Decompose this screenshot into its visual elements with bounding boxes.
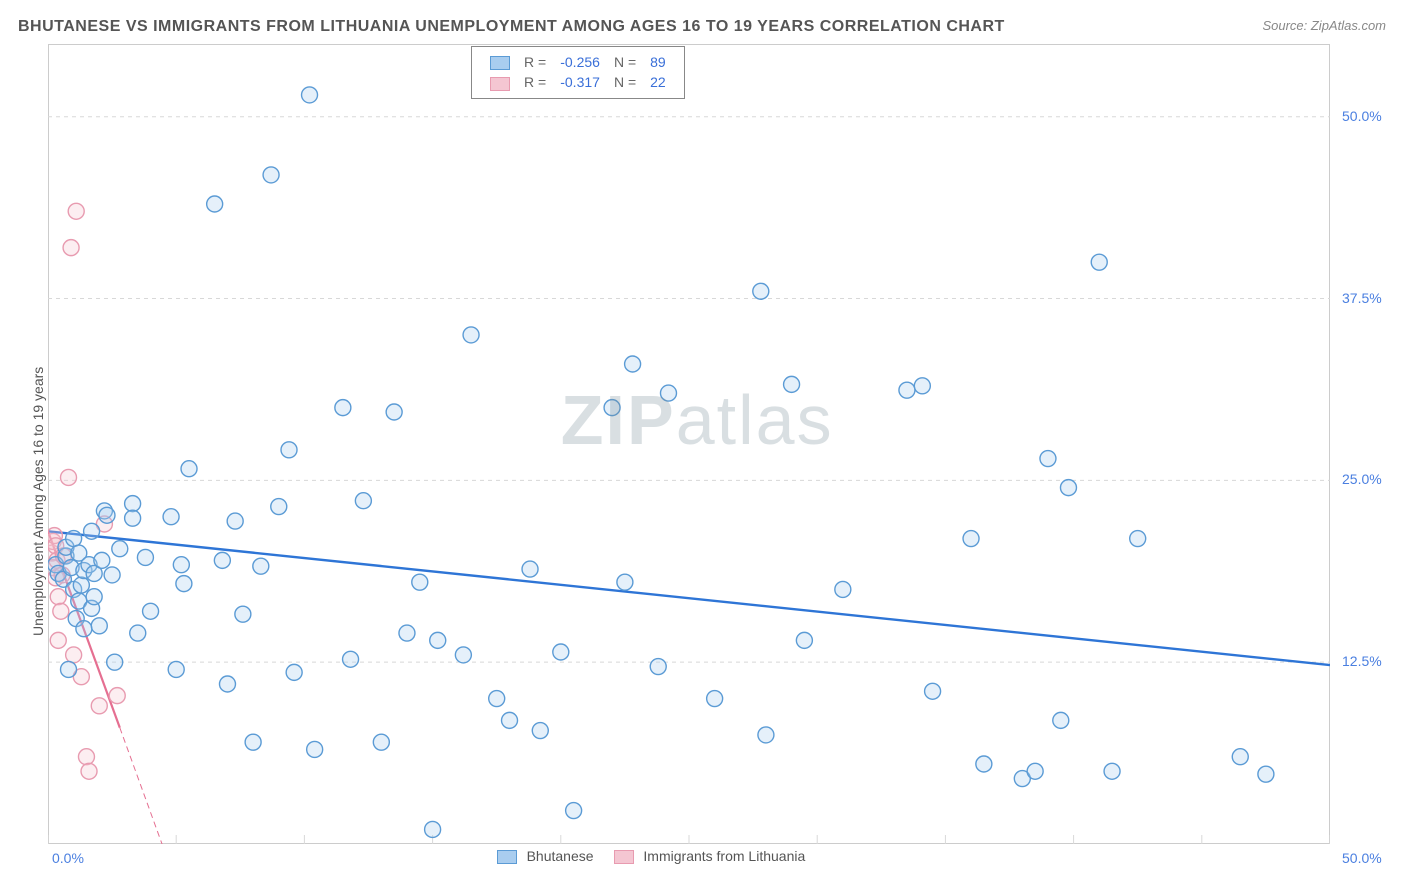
source-attribution: Source: ZipAtlas.com [1262, 18, 1386, 33]
legend-label-bhutanese: Bhutanese [527, 848, 594, 864]
swatch-lithuania-icon [490, 77, 510, 91]
r-label: R = [518, 53, 552, 71]
series-legend: Bhutanese Immigrants from Lithuania [497, 848, 806, 864]
n-label: N = [608, 73, 642, 91]
y-tick-label: 50.0% [1342, 108, 1382, 124]
r-label: R = [518, 73, 552, 91]
chart-title: BHUTANESE VS IMMIGRANTS FROM LITHUANIA U… [18, 18, 1005, 36]
scatter-plot [48, 44, 1330, 844]
legend-row-lithuania: R = -0.317 N = 22 [484, 73, 672, 91]
x-min-label: 0.0% [52, 850, 84, 866]
correlation-legend: R = -0.256 N = 89 R = -0.317 N = 22 [471, 46, 685, 99]
y-tick-label: 25.0% [1342, 471, 1382, 487]
n-value-lithuania: 22 [644, 73, 672, 91]
x-max-label: 50.0% [1342, 850, 1382, 866]
legend-row-bhutanese: R = -0.256 N = 89 [484, 53, 672, 71]
swatch-bhutanese-icon [497, 850, 517, 864]
y-tick-label: 12.5% [1342, 653, 1382, 669]
y-axis-label: Unemployment Among Ages 16 to 19 years [30, 367, 46, 636]
legend-item-bhutanese: Bhutanese [497, 848, 594, 864]
y-tick-label: 37.5% [1342, 290, 1382, 306]
legend-label-lithuania: Immigrants from Lithuania [643, 848, 805, 864]
r-value-lithuania: -0.317 [554, 73, 606, 91]
r-value-bhutanese: -0.256 [554, 53, 606, 71]
n-label: N = [608, 53, 642, 71]
swatch-bhutanese-icon [490, 56, 510, 70]
n-value-bhutanese: 89 [644, 53, 672, 71]
legend-item-lithuania: Immigrants from Lithuania [614, 848, 806, 864]
swatch-lithuania-icon [614, 850, 634, 864]
